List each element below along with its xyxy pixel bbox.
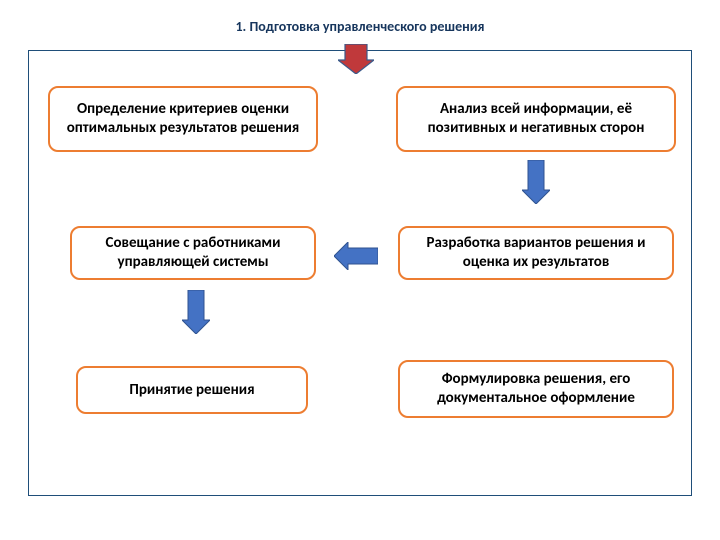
arrow-a_n2_n4 bbox=[522, 160, 550, 204]
flow-node-n5: Принятие решения bbox=[76, 366, 308, 414]
flow-node-n3: Совещание с работниками управляющей сист… bbox=[70, 226, 316, 280]
diagram-title: 1. Подготовка управленческого решения bbox=[0, 18, 720, 35]
flow-node-n4: Разработка вариантов решения и оценка их… bbox=[398, 226, 674, 280]
arrow-a_n4_n3 bbox=[334, 242, 378, 270]
flow-node-n6: Формулировка решения, его документальное… bbox=[398, 360, 674, 418]
flow-node-n1: Определение критериев оценки оптимальных… bbox=[48, 86, 318, 152]
arrow-a_top bbox=[338, 44, 374, 74]
flow-node-n2: Анализ всей информации, её позитивных и … bbox=[396, 86, 676, 152]
arrow-a_n3_n5 bbox=[182, 290, 210, 334]
